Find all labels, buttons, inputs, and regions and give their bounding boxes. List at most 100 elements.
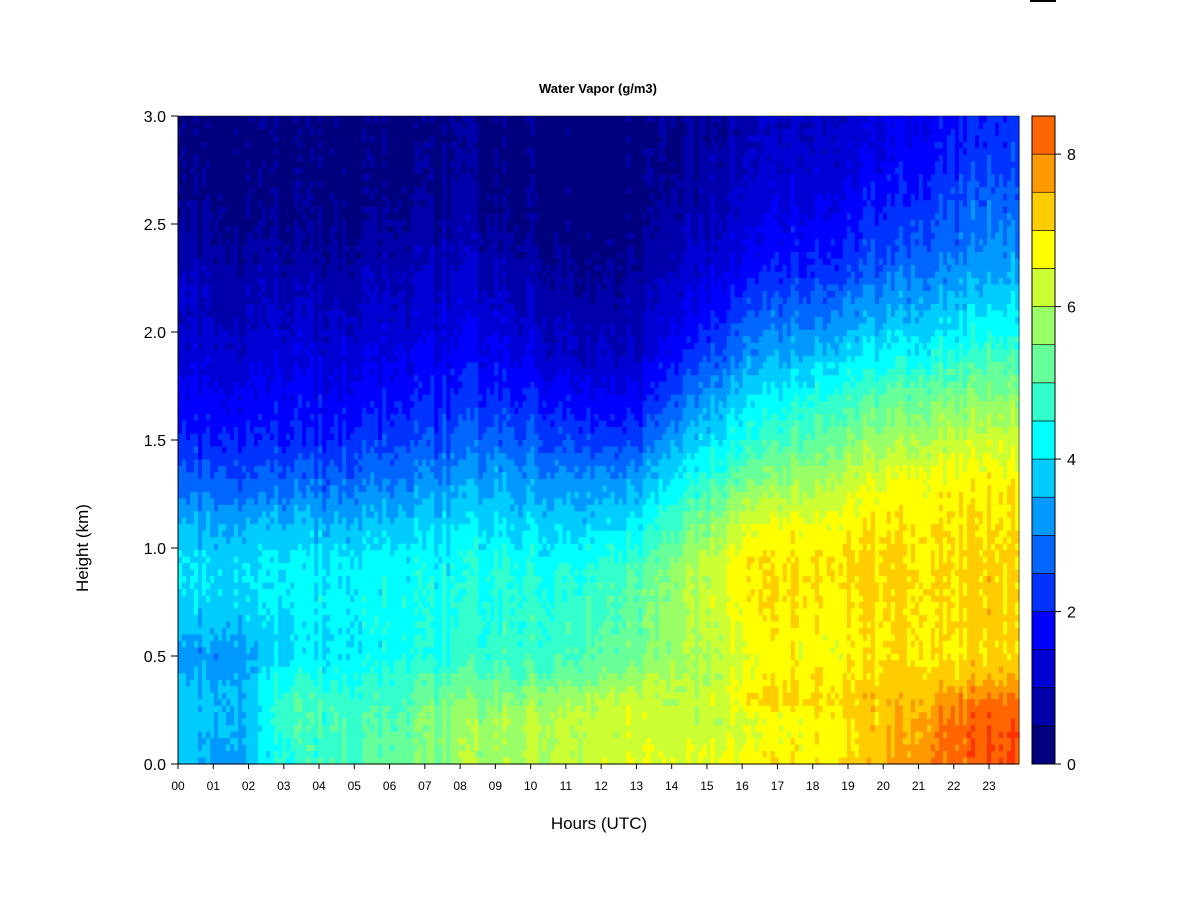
- heatmap-cell: [346, 608, 351, 615]
- heatmap-cell: [282, 323, 287, 330]
- heatmap-cell: [258, 686, 263, 693]
- heatmap-cell: [310, 654, 315, 661]
- heatmap-cell: [230, 265, 235, 272]
- heatmap-cell: [194, 142, 199, 149]
- heatmap-cell: [282, 712, 287, 719]
- heatmap-cell: [346, 375, 351, 382]
- heatmap-cell: [190, 576, 195, 583]
- heatmap-cell: [246, 142, 251, 149]
- heatmap-cell: [298, 330, 303, 337]
- heatmap-cell: [322, 233, 327, 240]
- heatmap-cell: [338, 434, 343, 441]
- heatmap-cell: [278, 459, 283, 466]
- heatmap-cell: [194, 751, 199, 758]
- heatmap-cell: [302, 751, 307, 758]
- heatmap-cell: [350, 291, 355, 298]
- heatmap-cell: [314, 505, 319, 512]
- heatmap-cell: [326, 168, 331, 175]
- heatmap-cell: [242, 557, 247, 564]
- heatmap-cell: [290, 446, 295, 453]
- heatmap-cell: [370, 187, 375, 194]
- heatmap-cell: [186, 246, 191, 253]
- heatmap-cell: [238, 122, 243, 129]
- heatmap-cell: [310, 194, 315, 201]
- heatmap-cell: [306, 719, 311, 726]
- heatmap-cell: [266, 421, 271, 428]
- heatmap-cell: [318, 336, 323, 343]
- heatmap-cell: [242, 226, 247, 233]
- heatmap-cell: [186, 751, 191, 758]
- heatmap-cell: [234, 155, 239, 162]
- heatmap-cell: [314, 615, 319, 622]
- heatmap-cell: [294, 531, 299, 538]
- heatmap-cell: [298, 122, 303, 129]
- heatmap-cell: [298, 732, 303, 739]
- heatmap-cell: [346, 589, 351, 596]
- heatmap-cell: [370, 505, 375, 512]
- heatmap-cell: [314, 453, 319, 460]
- heatmap-cell: [234, 570, 239, 577]
- heatmap-cell: [274, 738, 279, 745]
- heatmap-cell: [238, 278, 243, 285]
- heatmap-cell: [374, 252, 379, 259]
- heatmap-cell: [354, 693, 359, 700]
- heatmap-cell: [294, 680, 299, 687]
- heatmap-cell: [178, 505, 183, 512]
- heatmap-cell: [222, 518, 227, 525]
- heatmap-cell: [302, 544, 307, 551]
- heatmap-cell: [334, 667, 339, 674]
- heatmap-cell: [314, 395, 319, 402]
- heatmap-cell: [274, 621, 279, 628]
- heatmap-cell: [250, 323, 255, 330]
- heatmap-cell: [178, 537, 183, 544]
- heatmap-cell: [326, 576, 331, 583]
- heatmap-cell: [178, 524, 183, 531]
- heatmap-cell: [326, 583, 331, 590]
- heatmap-cell: [210, 291, 215, 298]
- heatmap-cell: [246, 673, 251, 680]
- heatmap-cell: [274, 524, 279, 531]
- heatmap-cell: [190, 291, 195, 298]
- heatmap-cell: [334, 174, 339, 181]
- heatmap-cell: [214, 440, 219, 447]
- heatmap-cell: [226, 220, 231, 227]
- heatmap-cell: [294, 570, 299, 577]
- heatmap-cell: [342, 712, 347, 719]
- heatmap-cell: [278, 615, 283, 622]
- heatmap-cell: [182, 304, 187, 311]
- heatmap-cell: [374, 485, 379, 492]
- heatmap-cell: [270, 570, 275, 577]
- heatmap-cell: [374, 544, 379, 551]
- heatmap-cell: [338, 472, 343, 479]
- heatmap-cell: [262, 608, 267, 615]
- heatmap-cell: [298, 207, 303, 214]
- heatmap-cell: [242, 194, 247, 201]
- heatmap-cell: [234, 440, 239, 447]
- heatmap-cell: [186, 408, 191, 415]
- heatmap-cell: [274, 531, 279, 538]
- heatmap-cell: [298, 246, 303, 253]
- heatmap-cell: [314, 382, 319, 389]
- heatmap-cell: [266, 226, 271, 233]
- heatmap-cell: [322, 472, 327, 479]
- heatmap-cell: [278, 356, 283, 363]
- heatmap-cell: [342, 738, 347, 745]
- heatmap-cell: [238, 304, 243, 311]
- heatmap-cell: [310, 323, 315, 330]
- heatmap-cell: [186, 641, 191, 648]
- heatmap-cell: [258, 421, 263, 428]
- heatmap-cell: [246, 395, 251, 402]
- heatmap-cell: [178, 142, 183, 149]
- heatmap-cell: [182, 317, 187, 324]
- heatmap-cell: [190, 304, 195, 311]
- heatmap-cell: [198, 518, 203, 525]
- heatmap-cell: [266, 284, 271, 291]
- heatmap-cell: [258, 194, 263, 201]
- heatmap-cell: [310, 421, 315, 428]
- heatmap-cell: [254, 246, 259, 253]
- heatmap-cell: [230, 336, 235, 343]
- heatmap-cell: [342, 317, 347, 324]
- heatmap-cell: [322, 719, 327, 726]
- heatmap-cell: [334, 129, 339, 136]
- heatmap-cell: [286, 472, 291, 479]
